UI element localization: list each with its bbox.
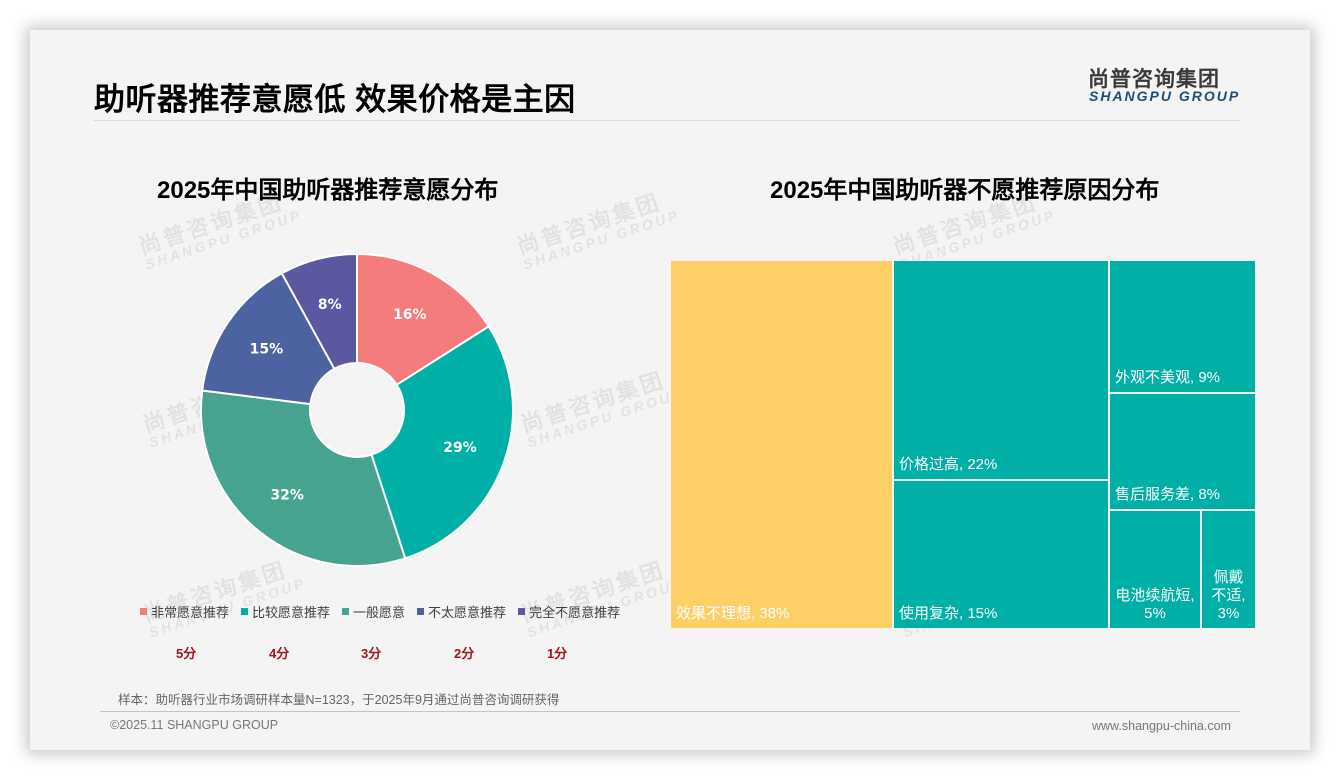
footer-divider [100,711,1240,712]
treemap-chart-title: 2025年中国助听器不愿推荐原因分布 [770,177,1160,204]
sample-note: 样本：助听器行业市场调研样本量N=1323，于2025年9月通过尚普咨询调研获得 [118,693,560,707]
donut-slice-label: 8% [318,297,342,313]
legend-item: 比较愿意推荐 [241,602,330,621]
footer-website: www.shangpu-china.com [1092,719,1231,733]
tile-label: 效果不理想, 38% [676,605,790,622]
treemap-tile-comfort: 佩戴 不适, 3% [1202,511,1255,628]
slide: 尚普咨询集团 SHANGPU GROUP 尚普咨询集团 SHANGPU GROUP … [30,30,1310,750]
tile-label: 电池续航短, 5% [1115,587,1195,622]
legend-label: 非常愿意推荐 [151,605,230,620]
legend-swatch-icon [241,608,249,615]
score-label: 2分 [454,646,475,661]
tile-label: 使用复杂, 15% [899,605,998,622]
treemap-tile-price: 价格过高, 22% [894,261,1108,479]
legend-label: 不太愿意推荐 [428,605,507,620]
logo-text-en: SHANGPU GROUP [1089,88,1241,104]
legend-swatch-icon [518,608,526,615]
legend-swatch-icon [140,608,147,615]
donut-slice-label: 15% [250,341,284,357]
logo-text-cn: 尚普咨询集团 [1088,68,1220,91]
treemap-tile-complex: 使用复杂, 15% [894,481,1108,628]
donut-slice [356,253,491,387]
treemap-tile-service: 售后服务差, 8% [1110,394,1255,509]
donut-chart: 16% 29% 32% 15% 8% [200,253,514,567]
treemap-tile-effect: 效果不理想, 38% [671,261,892,628]
donut-slice [201,271,336,406]
legend-swatch-icon [342,608,350,615]
treemap-tile-battery: 电池续航短, 5% [1110,511,1200,628]
donut-slice [200,389,407,567]
tile-label: 外观不美观, 9% [1115,369,1221,386]
donut-slices [200,253,514,567]
legend-swatch-icon [417,608,425,615]
donut-slice-label: 29% [443,440,477,456]
tile-label: 佩戴 不适, 3% [1211,569,1246,622]
legend-item: 不太愿意推荐 [417,602,506,621]
score-label: 1分 [547,646,568,661]
treemap-tile-appearance: 外观不美观, 9% [1110,261,1255,392]
donut-slice [280,253,358,371]
treemap-chart: 效果不理想, 38% 价格过高, 22% 使用复杂, 15% 外观不美观, 9%… [670,260,1256,629]
donut-slice-label: 16% [393,307,427,323]
legend-item: 一般愿意 [342,602,405,621]
page-title: 助听器推荐意愿低 效果价格是主因 [94,82,576,117]
legend-label: 比较愿意推荐 [252,605,331,620]
score-label: 5分 [176,646,197,661]
legend-label: 一般愿意 [353,605,406,620]
donut-chart-title: 2025年中国助听器推荐意愿分布 [157,177,499,204]
donut-slice-label: 32% [270,487,304,503]
donut-slice [370,325,514,560]
legend-item: 非常愿意推荐 [140,602,229,621]
legend-label: 完全不愿意推荐 [529,605,621,620]
score-label: 4分 [269,646,290,661]
donut-labels: 16% 29% 32% 15% 8% [250,297,477,503]
footer-copyright: ©2025.11 SHANGPU GROUP [110,718,279,732]
title-divider [94,120,1240,121]
legend-item: 完全不愿意推荐 [518,602,620,621]
score-label: 3分 [361,646,382,661]
tile-label: 售后服务差, 8% [1115,486,1221,503]
tile-label: 价格过高, 22% [899,456,998,473]
donut-legend: 非常愿意推荐 比较愿意推荐 一般愿意 不太愿意推荐 完全不愿意推荐 [140,602,620,621]
